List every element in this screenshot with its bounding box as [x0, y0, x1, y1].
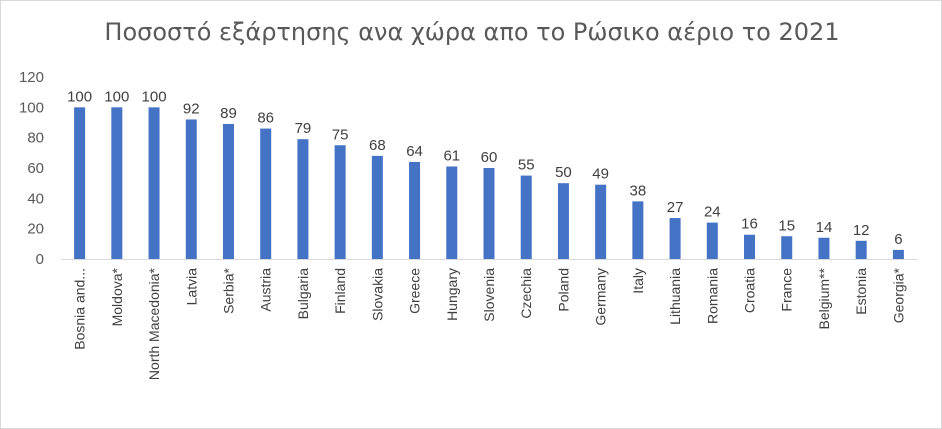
- data-label: 60: [481, 149, 498, 166]
- data-label: 6: [894, 231, 902, 248]
- y-axis: 0 20 40 60 80 100 120: [19, 69, 44, 268]
- chart-title: Ποσοστό εξάρτησης ανα χώρα απο το Ρώσικο…: [104, 18, 840, 46]
- data-label: 61: [443, 147, 460, 164]
- bar: [632, 201, 644, 259]
- data-label: 79: [295, 120, 312, 137]
- x-tick-label: Czechia: [518, 268, 534, 319]
- x-tick-label: Lithuania: [667, 268, 683, 325]
- data-label: 50: [555, 164, 572, 181]
- bar: [409, 161, 421, 259]
- bar: [260, 128, 272, 259]
- data-label: 49: [592, 166, 609, 183]
- bar: [855, 240, 867, 259]
- x-tick-label: Serbia*: [220, 267, 236, 313]
- x-tick-label: Finland: [332, 268, 348, 314]
- bar: [744, 234, 756, 259]
- x-tick-label: Austria: [258, 268, 274, 312]
- data-label: 92: [183, 100, 200, 117]
- y-tick-label: 80: [27, 130, 44, 147]
- x-tick-label: France: [779, 268, 795, 312]
- data-label: 64: [406, 143, 423, 160]
- bar: [446, 166, 458, 259]
- data-label: 12: [853, 222, 870, 239]
- bar: [669, 218, 681, 259]
- x-tick-label: Bosnia and...: [72, 268, 88, 350]
- data-label: 16: [741, 216, 758, 233]
- x-tick-label: Italy: [630, 268, 646, 294]
- x-tick-label: Poland: [555, 268, 571, 312]
- x-tick-label: Georgia*: [890, 267, 906, 323]
- data-label: 14: [816, 219, 833, 236]
- data-label: 38: [630, 182, 647, 199]
- data-label: 68: [369, 137, 386, 154]
- bar: [595, 184, 607, 259]
- bar: [222, 124, 234, 260]
- x-tick-label: Romania: [704, 268, 720, 324]
- bar: [892, 249, 904, 259]
- y-tick-label: 100: [19, 99, 44, 116]
- x-tick-label: Hungary: [444, 268, 460, 321]
- bar: [334, 145, 346, 259]
- bar: [74, 107, 86, 259]
- data-label: 55: [518, 157, 535, 174]
- bar: [557, 183, 569, 259]
- x-tick-label: North Macedonia*: [146, 267, 162, 380]
- data-label: 100: [104, 88, 129, 105]
- bar: [297, 139, 309, 259]
- data-label: 86: [257, 110, 274, 127]
- x-axis: Bosnia and... Moldova* North Macedonia* Lat…: [61, 259, 917, 380]
- data-label: 75: [332, 126, 349, 143]
- x-tick-label: Croatia: [742, 268, 758, 313]
- bar: [148, 107, 160, 259]
- x-tick-label: Bulgaria: [295, 268, 311, 320]
- data-label: 89: [220, 105, 237, 122]
- x-tick-label: Estonia: [853, 268, 869, 315]
- bar: [706, 222, 718, 259]
- data-label: 27: [667, 199, 684, 216]
- x-tick-label: Greece: [407, 268, 423, 314]
- x-tick-label: Slovenia: [481, 268, 497, 322]
- bar: [371, 155, 383, 259]
- bar: [483, 168, 495, 259]
- x-tick-label: Belgium**: [816, 267, 832, 329]
- y-tick-label: 0: [36, 251, 44, 268]
- x-tick-label: Moldova*: [109, 267, 125, 326]
- y-tick-label: 20: [27, 221, 44, 238]
- data-label: 100: [67, 88, 92, 105]
- y-tick-label: 60: [27, 160, 44, 177]
- bar: [818, 237, 830, 259]
- bar: [781, 236, 793, 259]
- bar: [185, 119, 197, 259]
- bar: [111, 107, 123, 259]
- data-label: 15: [778, 217, 795, 234]
- data-label: 100: [142, 88, 167, 105]
- y-tick-label: 120: [19, 69, 44, 86]
- bar: [520, 175, 532, 259]
- bars: 100 100 100 92 89 86 79 75 68 64 61 60 55 50 49 38 27 24 1…: [67, 88, 904, 260]
- y-tick-label: 40: [27, 190, 44, 207]
- x-tick-label: Slovakia: [369, 268, 385, 321]
- x-tick-label: Latvia: [183, 268, 199, 306]
- x-tick-label: Germany: [593, 268, 609, 326]
- data-label: 24: [704, 204, 721, 221]
